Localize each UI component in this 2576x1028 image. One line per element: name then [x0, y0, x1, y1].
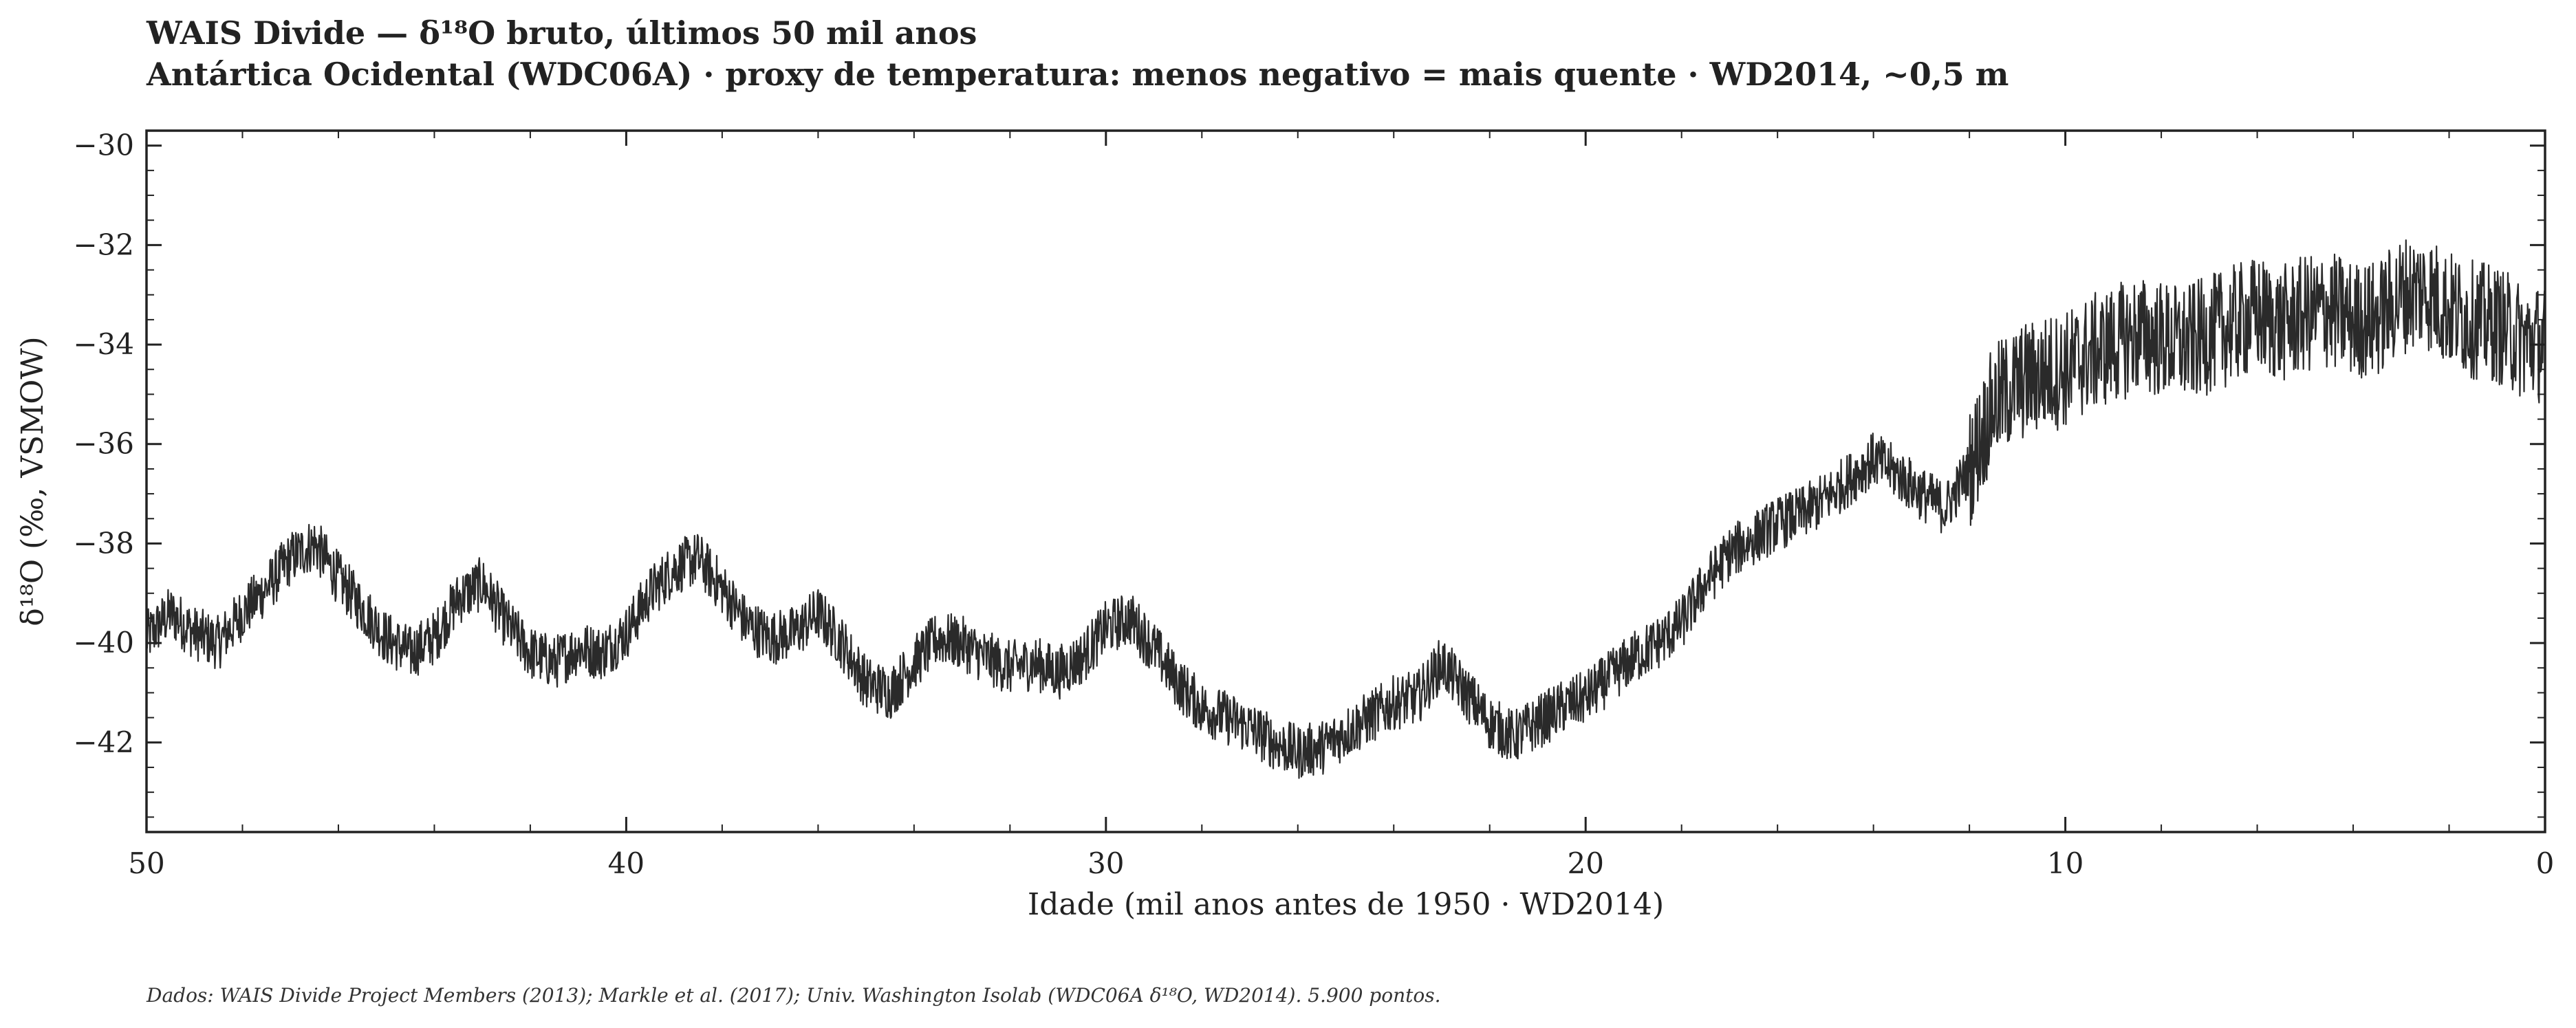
x-tick-label: 40 [608, 846, 645, 880]
series-line [145, 239, 2546, 779]
y-tick-label: −36 [73, 427, 134, 461]
x-tick-label: 50 [128, 846, 164, 880]
plot-frame [145, 129, 2546, 833]
plot-area [145, 129, 2546, 833]
y-axis-label: δ¹⁸O (‰, VSMOW) [15, 336, 50, 626]
chart-subtitle: Antártica Ocidental (WDC06A) · proxy de … [146, 56, 2009, 93]
y-tick-label: −30 [73, 129, 134, 162]
y-tick-label: −40 [73, 626, 134, 659]
footnote: Dados: WAIS Divide Project Members (2013… [146, 984, 1441, 1007]
x-tick-label: 20 [1567, 846, 1603, 880]
y-axis: −30 −32 −34 −36 −38 −40 −42 [73, 129, 2545, 818]
x-tick-label: 0 [2536, 846, 2555, 880]
x-axis: 50 40 30 20 10 0 [128, 131, 2554, 880]
y-tick-label: −38 [73, 526, 134, 560]
chart-title: WAIS Divide — δ¹⁸O bruto, últimos 50 mil… [146, 14, 977, 52]
y-tick-label: −42 [73, 725, 134, 759]
y-tick-label: −32 [73, 228, 134, 261]
x-tick-label: 10 [2047, 846, 2083, 880]
x-axis-label: Idade (mil anos antes de 1950 · WD2014) [1028, 887, 1664, 922]
x-tick-label: 30 [1087, 846, 1124, 880]
y-tick-label: −34 [73, 327, 134, 361]
